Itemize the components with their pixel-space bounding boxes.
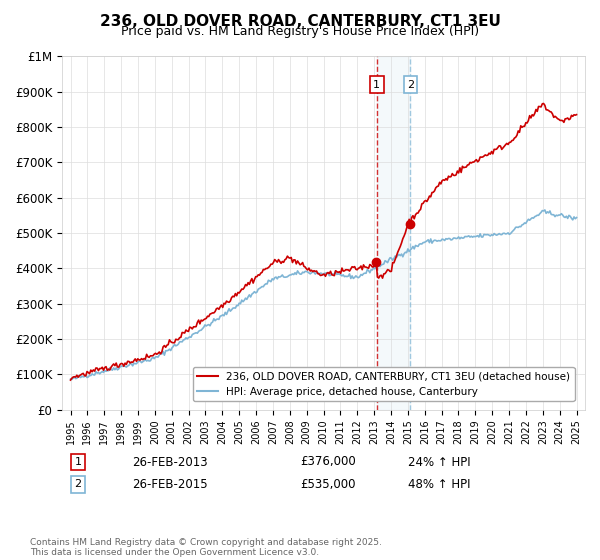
Legend: 236, OLD DOVER ROAD, CANTERBURY, CT1 3EU (detached house), HPI: Average price, d: 236, OLD DOVER ROAD, CANTERBURY, CT1 3EU… [193,367,575,401]
Text: 26-FEB-2013: 26-FEB-2013 [132,455,208,469]
Bar [377,57,410,409]
Text: 24% ↑ HPI: 24% ↑ HPI [408,455,470,469]
Text: 2: 2 [407,80,414,90]
Text: 1: 1 [373,80,380,90]
Text: 48% ↑ HPI: 48% ↑ HPI [408,478,470,491]
Text: Contains HM Land Registry data © Crown copyright and database right 2025.
This d: Contains HM Land Registry data © Crown c… [30,538,382,557]
Text: £535,000: £535,000 [300,478,355,491]
Text: 1: 1 [74,457,82,467]
Text: 2: 2 [74,479,82,489]
Text: £376,000: £376,000 [300,455,356,469]
Text: 26-FEB-2015: 26-FEB-2015 [132,478,208,491]
Text: Price paid vs. HM Land Registry's House Price Index (HPI): Price paid vs. HM Land Registry's House … [121,25,479,38]
Text: 236, OLD DOVER ROAD, CANTERBURY, CT1 3EU: 236, OLD DOVER ROAD, CANTERBURY, CT1 3EU [100,14,500,29]
